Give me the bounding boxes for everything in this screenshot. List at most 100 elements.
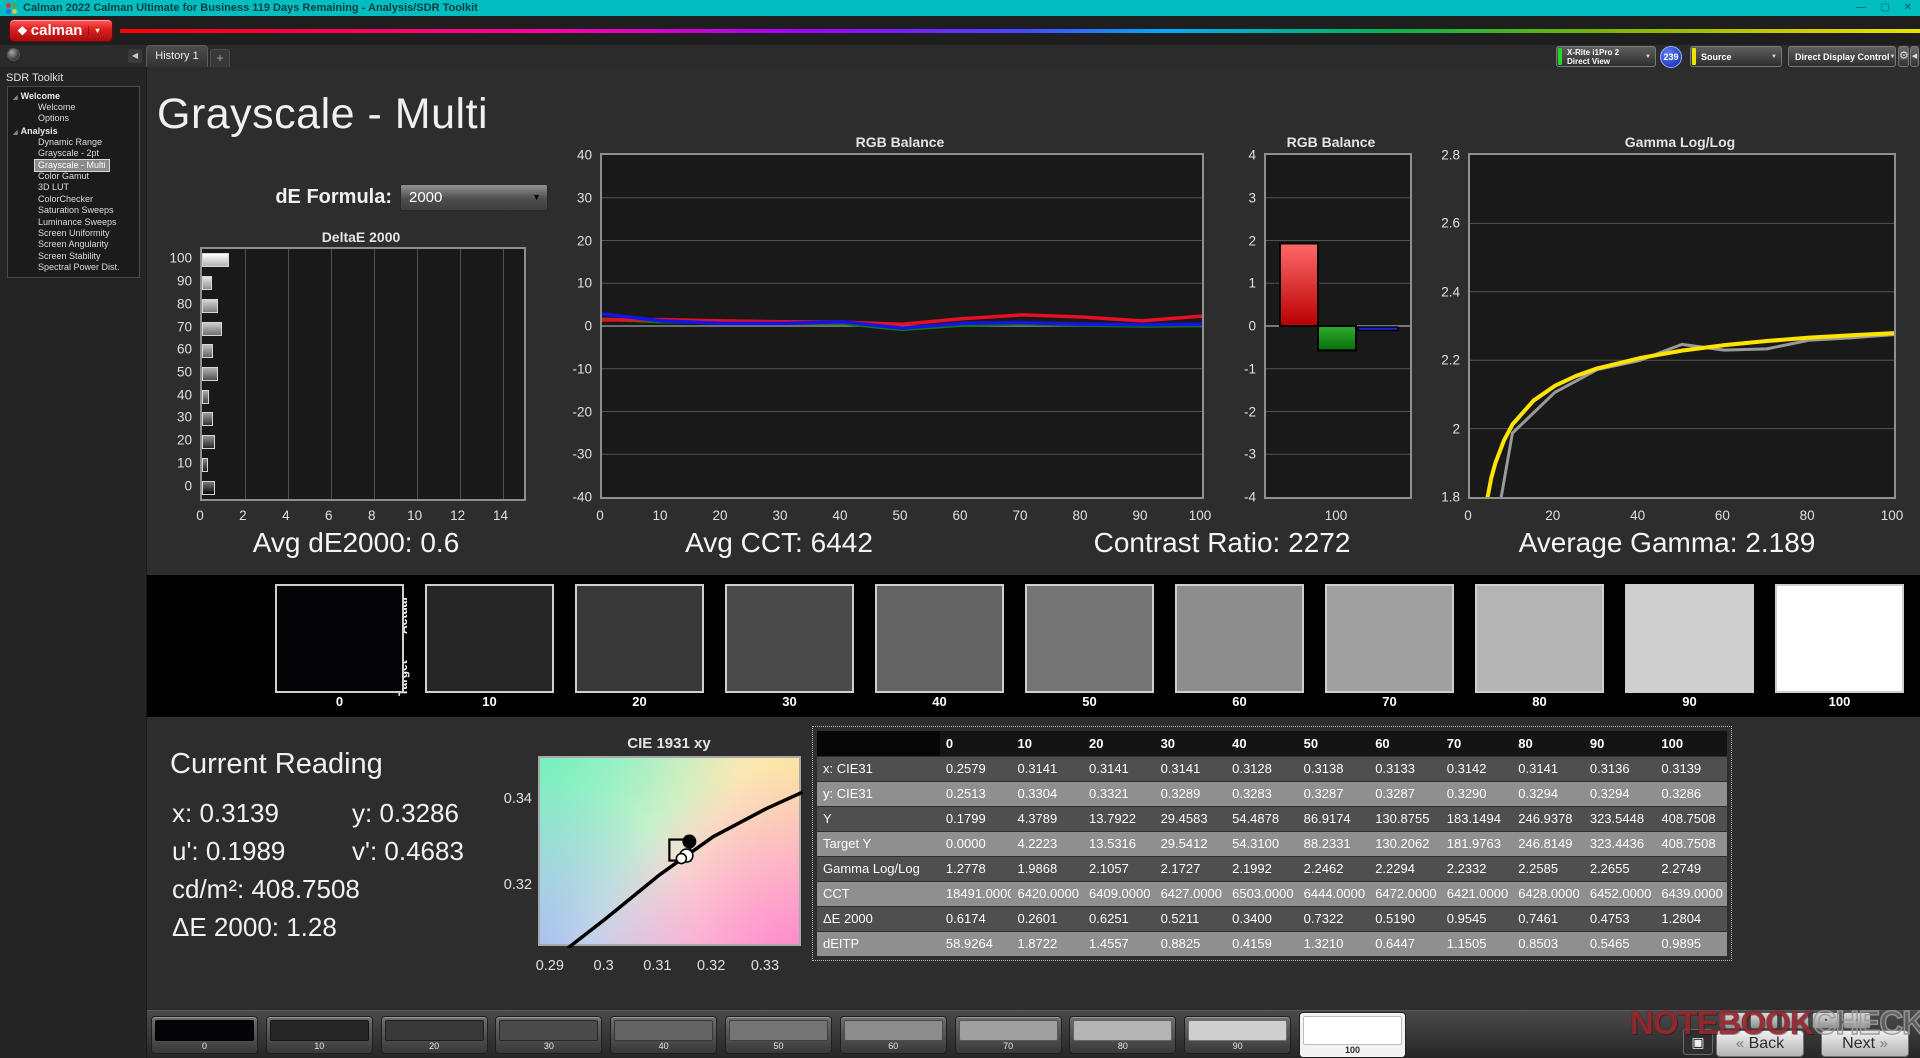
- tick-label: -40: [572, 489, 592, 505]
- table-cell: 4.3789: [1011, 807, 1084, 831]
- tree-item-color-gamut[interactable]: Color Gamut: [38, 170, 90, 181]
- table-cell: 0.3141: [1083, 757, 1155, 781]
- chevron-down-icon: ▼: [1645, 53, 1651, 60]
- tick-label: 6: [325, 508, 333, 523]
- level-label: 70: [1003, 1041, 1014, 1051]
- tree-group-welcome[interactable]: ◢ Welcome: [13, 91, 60, 101]
- tree-item-screen-stability[interactable]: Screen Stability: [38, 250, 101, 261]
- tick-label: 80: [176, 296, 192, 312]
- table-cell: 181.9763: [1440, 832, 1513, 856]
- table-cell: 0.3139: [1655, 757, 1727, 781]
- tree-item-colorchecker[interactable]: ColorChecker: [38, 193, 94, 204]
- back-button[interactable]: « Back: [1716, 1030, 1804, 1057]
- deltae-bar-10: [202, 457, 208, 472]
- maximize-button[interactable]: ▢: [1880, 2, 1890, 13]
- tree-item-screen-uniformity[interactable]: Screen Uniformity: [38, 227, 110, 238]
- meter-control-button-2[interactable]: ▪: [1750, 1012, 1778, 1029]
- tree-item-options[interactable]: Options: [38, 113, 70, 124]
- meter-control-button-4[interactable]: ▪: [1812, 1012, 1840, 1029]
- level-swatch: [1303, 1016, 1402, 1045]
- tick-label: 0.29: [535, 958, 564, 974]
- level-button-30[interactable]: 30: [495, 1016, 603, 1054]
- tree-item-3d-lut[interactable]: 3D LUT: [38, 182, 70, 193]
- close-button[interactable]: ✕: [1903, 2, 1912, 13]
- table-cell: 6452.0000: [1583, 882, 1656, 906]
- tab-history-1[interactable]: History 1: [146, 45, 208, 67]
- gamma-chart-title: Gamma Log/Log: [1624, 134, 1736, 150]
- tree-item-luminance-sweeps[interactable]: Luminance Sweeps: [38, 216, 117, 227]
- gamma-chart: [1468, 153, 1896, 499]
- tick-label: 2.4: [1441, 284, 1460, 300]
- deltae-bar-80: [202, 298, 219, 313]
- calman-menu-button[interactable]: ❖ calman ▾: [9, 19, 113, 42]
- level-button-80[interactable]: 80: [1069, 1016, 1177, 1054]
- rgb-balance-bar-chart: [1264, 153, 1412, 499]
- gridline: [416, 249, 418, 499]
- chevron-down-icon: ▾: [88, 26, 103, 35]
- level-button-90[interactable]: 90: [1184, 1016, 1292, 1054]
- level-button-70[interactable]: 70: [954, 1016, 1062, 1054]
- source-dropdown[interactable]: Source ▼: [1690, 46, 1782, 67]
- de-formula-select[interactable]: 2000 ▼: [400, 184, 548, 211]
- level-button-0[interactable]: 0: [151, 1016, 258, 1054]
- table-cell: 0.3133: [1369, 757, 1441, 781]
- meter-count-badge[interactable]: 239: [1660, 46, 1682, 68]
- level-label: 100: [1344, 1045, 1361, 1055]
- tree-item-grayscale-2pt[interactable]: Grayscale - 2pt: [38, 148, 100, 159]
- sidebar-collapse-button[interactable]: ◀: [128, 49, 142, 63]
- meter-control-button-3[interactable]: ▪: [1781, 1012, 1809, 1029]
- meter-control-button-1[interactable]: ▪: [1719, 1012, 1747, 1029]
- level-label: 90: [1232, 1041, 1243, 1051]
- panel-collapse-button[interactable]: ◀: [1910, 46, 1919, 67]
- tick-label: 100: [1324, 508, 1348, 523]
- rgb-balance-line-chart: [600, 153, 1204, 499]
- deltae-chart: [200, 247, 526, 501]
- next-button[interactable]: Next »: [1821, 1030, 1909, 1057]
- tick-label: 80: [1072, 508, 1088, 523]
- meter-dropdown[interactable]: X-Rite i1Pro 2 Direct View ▼: [1556, 46, 1656, 67]
- level-button-60[interactable]: 60: [839, 1016, 947, 1054]
- meter-control-button-5[interactable]: ▪: [1843, 1012, 1871, 1029]
- table-cell: 0.1799: [939, 807, 1012, 831]
- tick-label: 0.34: [503, 790, 532, 807]
- tree-item-grayscale-multi[interactable]: Grayscale - Multi: [8, 158, 139, 173]
- pattern-window-button[interactable]: ▣: [1683, 1029, 1713, 1055]
- stat-contrast-ratio: Contrast Ratio: 2272: [1093, 527, 1351, 558]
- deltae-bar-0: [202, 480, 216, 495]
- gridline: [287, 249, 289, 499]
- status-orb[interactable]: [7, 48, 20, 61]
- table-cell: 6409.0000: [1083, 882, 1155, 906]
- tick-label: 20: [176, 432, 192, 448]
- tree-group-analysis[interactable]: ◢ Analysis: [13, 125, 58, 136]
- level-button-20[interactable]: 20: [380, 1016, 488, 1054]
- tree-item-spectral-power-dist[interactable]: Spectral Power Dist.: [38, 262, 120, 273]
- table-cell: 1.8722: [1011, 932, 1084, 956]
- table-cell: 6427.0000: [1154, 882, 1227, 906]
- level-button-40[interactable]: 40: [610, 1016, 718, 1054]
- level-button-50[interactable]: 50: [725, 1016, 832, 1054]
- add-tab-button[interactable]: +: [210, 49, 230, 67]
- level-button-10[interactable]: 10: [265, 1016, 373, 1054]
- tab-row: ◀ History 1 + X-Rite i1Pro 2 Direct View…: [0, 45, 1920, 68]
- table-cell: 13.7922: [1083, 807, 1155, 831]
- de-formula-value: 2000: [409, 189, 443, 206]
- reading-y: y: 0.3286: [352, 798, 459, 828]
- level-swatch: [155, 1020, 254, 1041]
- level-button-100[interactable]: 100: [1299, 1012, 1406, 1058]
- tree-item-dynamic-range[interactable]: Dynamic Range: [38, 136, 103, 147]
- row-label: CCT: [817, 882, 940, 906]
- minimize-button[interactable]: —: [1856, 2, 1867, 13]
- settings-gear-button[interactable]: ⚙: [1898, 46, 1909, 67]
- table-cell: 0.3141: [1011, 757, 1084, 781]
- tree-item-screen-angularity[interactable]: Screen Angularity: [38, 239, 109, 250]
- deltae-bar-70: [202, 321, 223, 336]
- tree-item-welcome[interactable]: Welcome: [38, 102, 76, 112]
- table-cell: 246.8149: [1512, 832, 1584, 856]
- table-cell: 0.3321: [1083, 782, 1155, 806]
- table-cell: 2.1992: [1226, 857, 1298, 881]
- tick-label: 2.6: [1441, 215, 1460, 231]
- level-label: 10: [314, 1041, 325, 1051]
- tree-item-saturation-sweeps[interactable]: Saturation Sweeps: [38, 205, 114, 216]
- tick-label: 2.8: [1441, 147, 1460, 163]
- display-control-dropdown[interactable]: Direct Display Control ▼: [1788, 46, 1896, 67]
